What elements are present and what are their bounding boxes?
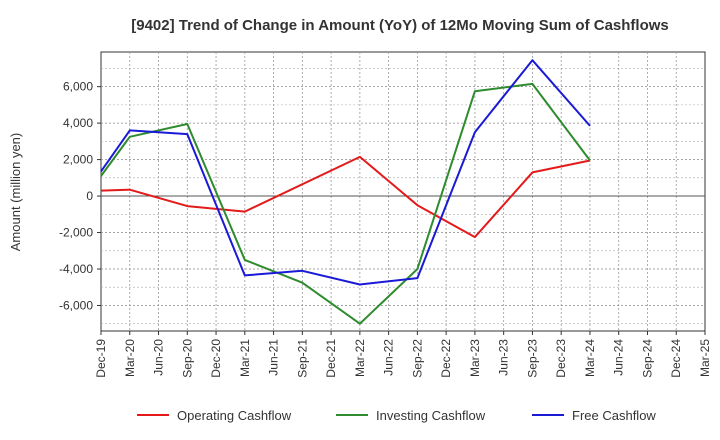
y-tick-label: 0 xyxy=(86,189,93,203)
legend-label-operating-cashflow: Operating Cashflow xyxy=(177,408,292,423)
x-tick-label: Mar-24 xyxy=(583,339,597,377)
x-tick-label: Sep-24 xyxy=(640,339,654,378)
y-tick-label: 2,000 xyxy=(63,153,93,167)
grid xyxy=(101,52,705,331)
x-tick-label: Dec-22 xyxy=(439,339,453,378)
y-axis-ticks: -6,000 -4,000 -2,000 0 2,000 4,000 6,000 xyxy=(59,80,101,312)
series-line-investing-cashflow xyxy=(100,82,591,325)
x-tick-label: Dec-23 xyxy=(554,339,568,378)
series-line-free-cashflow xyxy=(100,59,591,286)
x-tick-label: Jun-24 xyxy=(612,339,626,376)
series-layer xyxy=(100,59,591,325)
x-axis-ticks: Dec-19 Mar-20 Jun-20 Sep-20 Dec-20 Mar-21 Jun-… xyxy=(94,331,712,378)
y-tick-label: -4,000 xyxy=(59,262,93,276)
legend-label-free-cashflow: Free Cashflow xyxy=(572,408,656,423)
x-tick-label: Sep-20 xyxy=(180,339,194,378)
x-tick-label: Mar-25 xyxy=(698,339,712,377)
x-tick-label: Dec-21 xyxy=(324,339,338,378)
x-tick-label: Jun-23 xyxy=(497,339,511,376)
x-tick-label: Sep-21 xyxy=(295,339,309,378)
y-tick-label: 4,000 xyxy=(63,116,93,130)
y-axis-label: Amount (million yen) xyxy=(8,133,23,252)
x-tick-label: Jun-20 xyxy=(152,339,166,376)
y-tick-label: -2,000 xyxy=(59,226,93,240)
y-tick-label: -6,000 xyxy=(59,298,93,312)
x-tick-label: Jun-21 xyxy=(267,339,281,376)
x-tick-label: Dec-24 xyxy=(669,339,683,378)
x-tick-label: Dec-20 xyxy=(209,339,223,378)
x-tick-label: Mar-20 xyxy=(123,339,137,377)
plot-frame xyxy=(100,51,706,332)
x-tick-label: Sep-23 xyxy=(525,339,539,378)
x-tick-label: Mar-21 xyxy=(238,339,252,377)
series-line-operating-cashflow xyxy=(100,155,591,239)
x-tick-label: Sep-22 xyxy=(410,339,424,378)
x-tick-label: Mar-23 xyxy=(468,339,482,377)
legend: Operating Cashflow Investing Cashflow Free… xyxy=(137,408,656,423)
y-tick-label: 6,000 xyxy=(63,80,93,94)
x-tick-label: Mar-22 xyxy=(353,339,367,377)
plot-area xyxy=(100,51,706,332)
x-tick-label: Dec-19 xyxy=(94,339,108,378)
chart-title: [9402] Trend of Change in Amount (YoY) o… xyxy=(131,17,669,34)
legend-label-investing-cashflow: Investing Cashflow xyxy=(376,408,486,423)
x-tick-label: Jun-22 xyxy=(382,339,396,376)
